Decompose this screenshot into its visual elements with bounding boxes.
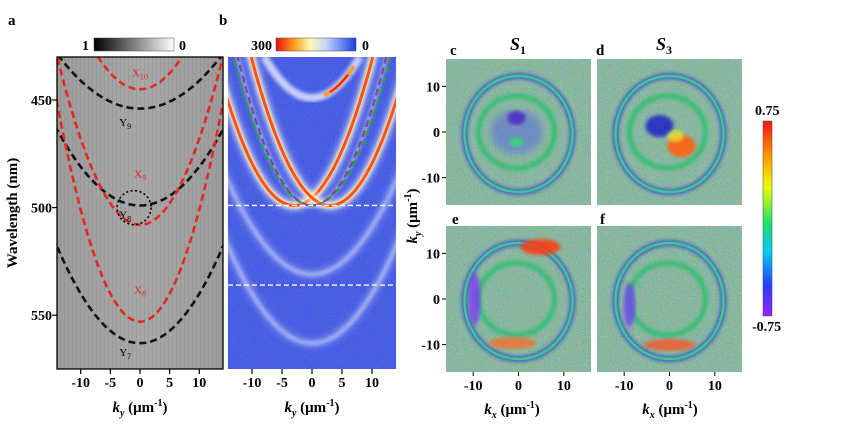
panel-b-noise bbox=[228, 57, 396, 369]
panel-b: -10 -5 0 5 10 bbox=[228, 57, 396, 391]
anticrossing-circle bbox=[116, 189, 152, 226]
b-xtick-label: 0 bbox=[309, 376, 316, 391]
colorbar-b-max: 0 bbox=[362, 39, 369, 54]
label-x8: X8 bbox=[134, 285, 146, 299]
pol-xtick-label: 10 bbox=[708, 379, 722, 394]
panel-e-noise bbox=[446, 226, 591, 372]
pol-ytick-label: 0 bbox=[433, 293, 440, 308]
fit-dashed-1 bbox=[236, 57, 388, 207]
panel-e-outer-ring-core bbox=[463, 241, 574, 361]
colorbar-polar-bottom: -0.75 bbox=[752, 320, 781, 335]
label-y7: Y7 bbox=[119, 347, 131, 361]
pol-ytick-label: 10 bbox=[426, 80, 440, 95]
panel-label-b: b bbox=[219, 13, 227, 29]
b-xtick-label: -10 bbox=[243, 376, 262, 391]
title-s1: S1 bbox=[510, 34, 526, 57]
panel-f-outer-ring-core bbox=[614, 241, 725, 361]
colorbar-b-min: 300 bbox=[251, 39, 272, 54]
a-xtick-label: 0 bbox=[137, 376, 144, 391]
pol-xtick-label: 0 bbox=[515, 379, 522, 394]
title-s3: S3 bbox=[656, 34, 672, 57]
panel-c-lobe-top bbox=[507, 111, 526, 125]
panel-d bbox=[597, 59, 742, 205]
ky-axis-label-b: ky (μm-1) bbox=[284, 398, 339, 419]
panel-b-guides bbox=[228, 204, 396, 286]
band-y8 bbox=[57, 126, 223, 207]
a-ytick-label: 450 bbox=[31, 94, 52, 109]
pol-ytick-label: 0 bbox=[433, 126, 440, 141]
panel-c-lobe-bottom bbox=[509, 137, 524, 147]
main-band-red-1 bbox=[249, 57, 396, 208]
panel-a: Y9 Y8 Y7 X10 X9 X8 -10 -5 0 5 10 450 500 550 bbox=[31, 56, 224, 391]
kx-axis-label-e: kx (μm-1) bbox=[484, 400, 540, 421]
colorbar-polar-top: 0.75 bbox=[755, 104, 780, 119]
ky-axis-label-polar: ky (μm-1) bbox=[403, 188, 424, 243]
faint-band-core-1 bbox=[228, 179, 396, 276]
panel-c bbox=[446, 59, 591, 205]
pol-xtick-label: -10 bbox=[615, 379, 634, 394]
colorbar-polar bbox=[762, 120, 773, 317]
panel-f-hot-bottom bbox=[643, 339, 696, 351]
a-xtick-label: -10 bbox=[71, 376, 90, 391]
colorbar-a-min: 1 bbox=[82, 39, 89, 54]
panel-b-bands bbox=[228, 57, 396, 347]
panel-label-d: d bbox=[596, 43, 605, 59]
ky-axis-label-a: ky (μm-1) bbox=[112, 398, 167, 419]
panel-d-outer-ring-core bbox=[614, 74, 725, 194]
band-y9 bbox=[57, 57, 223, 110]
a-xtick-label: 5 bbox=[166, 376, 173, 391]
faint-band-core-0 bbox=[228, 243, 396, 345]
pol-ytick-label: -10 bbox=[421, 172, 440, 187]
panel-c-outer-ring-core bbox=[463, 74, 574, 194]
label-x10: X10 bbox=[132, 67, 148, 81]
panel-f-purple-left bbox=[623, 283, 636, 327]
wavelength-axis-label: Wavelength (nm) bbox=[5, 158, 21, 268]
panel-c-center bbox=[490, 110, 543, 154]
band-x8 bbox=[57, 95, 223, 324]
panel-d-lobe-blue bbox=[645, 115, 674, 137]
colorbar-a-max: 0 bbox=[179, 39, 186, 54]
upper-band-core bbox=[329, 73, 349, 93]
panel-a-curves bbox=[57, 57, 223, 345]
b-xtick-label: -5 bbox=[276, 376, 288, 391]
pol-ytick-label: 10 bbox=[426, 247, 440, 262]
a-ytick-label: 550 bbox=[31, 309, 52, 324]
pol-ytick-label: -10 bbox=[421, 339, 440, 354]
band-y7 bbox=[57, 242, 223, 345]
label-y8: Y8 bbox=[119, 209, 131, 223]
a-xtick-label: 10 bbox=[192, 376, 206, 391]
panel-d-inner-ring bbox=[627, 93, 708, 171]
colorbar-b bbox=[275, 37, 357, 52]
label-x9: X9 bbox=[134, 168, 146, 182]
kx-axis-label-f: kx (μm-1) bbox=[642, 400, 698, 421]
panel-label-a: a bbox=[8, 13, 16, 29]
pol-xtick-label: 0 bbox=[666, 379, 673, 394]
b-xtick-label: 10 bbox=[365, 376, 379, 391]
polarization-maps bbox=[446, 59, 742, 372]
panel-d-lobe-yellow bbox=[667, 130, 684, 142]
pol-xtick-label: 10 bbox=[557, 379, 571, 394]
panel-e-hot-top bbox=[520, 239, 561, 255]
pol-xtick-label: -10 bbox=[464, 379, 483, 394]
panel-e-purple-left bbox=[468, 273, 481, 325]
panel-label-e: e bbox=[452, 212, 459, 228]
band-x9 bbox=[57, 57, 223, 227]
panel-label-c: c bbox=[450, 43, 457, 59]
a-ytick-label: 500 bbox=[31, 202, 52, 217]
panel-e-hot-bottom bbox=[488, 337, 537, 349]
panel-label-f: f bbox=[600, 212, 606, 228]
colorbar-a bbox=[93, 37, 175, 52]
a-xtick-label: -5 bbox=[105, 376, 117, 391]
label-y9: Y9 bbox=[119, 117, 131, 131]
band-x10 bbox=[96, 57, 184, 91]
panel-c-inner-ring bbox=[476, 93, 557, 171]
panel-e bbox=[446, 226, 591, 372]
panel-f bbox=[597, 226, 742, 372]
b-xtick-label: 5 bbox=[339, 376, 346, 391]
